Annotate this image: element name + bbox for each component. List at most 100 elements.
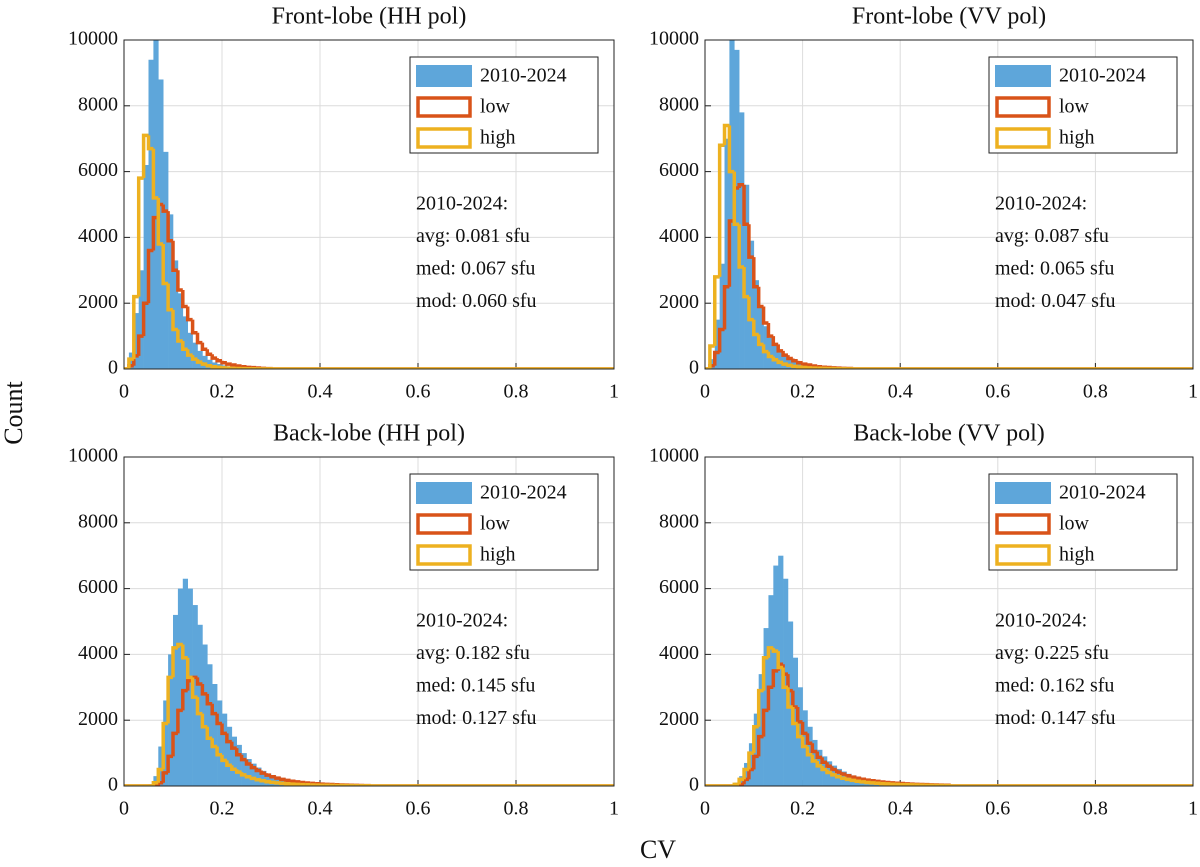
annotation: avg: 0.081 sfu — [416, 225, 530, 247]
bar — [739, 112, 745, 369]
legend-label: high — [1059, 544, 1095, 566]
legend-swatch — [416, 65, 472, 87]
y-tick-label: 8000 — [659, 93, 699, 115]
stair-step — [849, 778, 857, 783]
legend-swatch — [416, 513, 472, 535]
data — [705, 40, 1193, 369]
legend-swatch — [416, 544, 472, 566]
data — [705, 555, 1193, 786]
bar — [133, 313, 139, 369]
y-tick-label: 10000 — [68, 28, 118, 50]
annotation: 2010-2024: — [416, 193, 508, 215]
legend-swatch — [416, 96, 472, 118]
x-tick-label: 0.2 — [790, 798, 815, 820]
bar — [173, 614, 179, 786]
bar — [753, 713, 759, 786]
annotation: mod: 0.060 sfu — [416, 290, 537, 312]
bar — [729, 40, 735, 369]
legend: 2010-2024 low high — [409, 473, 599, 571]
stair-step — [269, 775, 276, 779]
y-tick-label: 10000 — [649, 28, 699, 50]
legend-label: low — [1059, 96, 1090, 118]
bar — [158, 746, 164, 786]
bar — [763, 326, 769, 369]
bar — [153, 40, 159, 369]
x-tick-label: 0.4 — [308, 798, 333, 820]
x-tick-label: 0.2 — [210, 798, 235, 820]
bar — [812, 739, 818, 786]
annotation: mod: 0.147 sfu — [995, 707, 1116, 729]
stair-step — [844, 774, 852, 778]
bar — [817, 749, 823, 786]
stair-step — [859, 777, 867, 782]
y-tick-label: 2000 — [78, 708, 118, 730]
legend-label: high — [1059, 127, 1095, 149]
bar — [734, 49, 740, 369]
bar — [778, 555, 784, 786]
stair-step — [264, 773, 271, 777]
bar — [758, 674, 764, 786]
x-tick-label: 0.4 — [888, 381, 913, 403]
y-tick-label: 2000 — [659, 708, 699, 730]
bar — [744, 184, 750, 369]
y-tick-label: 0 — [689, 774, 699, 796]
legend-label: high — [480, 544, 516, 566]
bar — [177, 588, 184, 786]
stair-step — [274, 776, 281, 780]
stair-step — [220, 360, 227, 365]
y-tick-label: 8000 — [78, 510, 118, 532]
bar — [748, 743, 755, 786]
x-tick-label: 0.2 — [210, 381, 235, 403]
x-tick-label: 0 — [700, 381, 710, 403]
bar — [744, 762, 750, 786]
annotation: 2010-2024: — [416, 610, 508, 632]
bar — [163, 700, 169, 786]
legend-label: high — [480, 127, 516, 149]
stair-step — [859, 780, 867, 784]
annotation: med: 0.065 sfu — [995, 258, 1114, 280]
stair-step — [835, 774, 842, 779]
y-tick-label: 2000 — [78, 291, 118, 313]
annotation: med: 0.162 sfu — [995, 675, 1114, 697]
legend-label: 2010-2024 — [480, 482, 567, 504]
stair-step — [259, 778, 267, 783]
bar — [773, 565, 779, 786]
stair-step — [839, 776, 847, 781]
bar — [748, 240, 755, 369]
stair-step — [800, 362, 808, 366]
bar — [231, 736, 237, 786]
stair-step — [839, 772, 847, 776]
x-tick-label: 0.8 — [504, 381, 529, 403]
legend-swatch — [995, 96, 1051, 118]
stair-step — [288, 779, 296, 783]
x-tick-label: 1 — [609, 798, 619, 820]
bar — [222, 713, 228, 786]
x-tick-label: 0.8 — [1083, 798, 1108, 820]
stair-step — [854, 779, 862, 783]
bar — [266, 773, 272, 786]
bar — [168, 654, 174, 786]
y-tick-label: 4000 — [659, 642, 699, 664]
stair-step — [264, 779, 271, 784]
annotation: mod: 0.047 sfu — [995, 290, 1116, 312]
bar — [753, 280, 759, 369]
axes-box — [123, 39, 615, 370]
y-tick-label: 6000 — [78, 159, 118, 181]
stair-step — [210, 364, 218, 369]
legend-swatch — [995, 482, 1051, 504]
stair-step — [864, 778, 871, 782]
x-tick-label: 0.2 — [790, 381, 815, 403]
stair-step — [781, 362, 788, 366]
legend-label: 2010-2024 — [480, 65, 567, 87]
stair-step — [786, 363, 793, 368]
bar — [261, 770, 267, 786]
bar — [212, 684, 218, 786]
bar — [724, 138, 730, 369]
x-tick-label: 0 — [119, 798, 129, 820]
stair-step — [844, 777, 852, 782]
legend: 2010-2024 low high — [988, 473, 1178, 571]
y-tick-label: 8000 — [78, 93, 118, 115]
stair-step — [215, 365, 222, 369]
bar — [256, 767, 262, 786]
